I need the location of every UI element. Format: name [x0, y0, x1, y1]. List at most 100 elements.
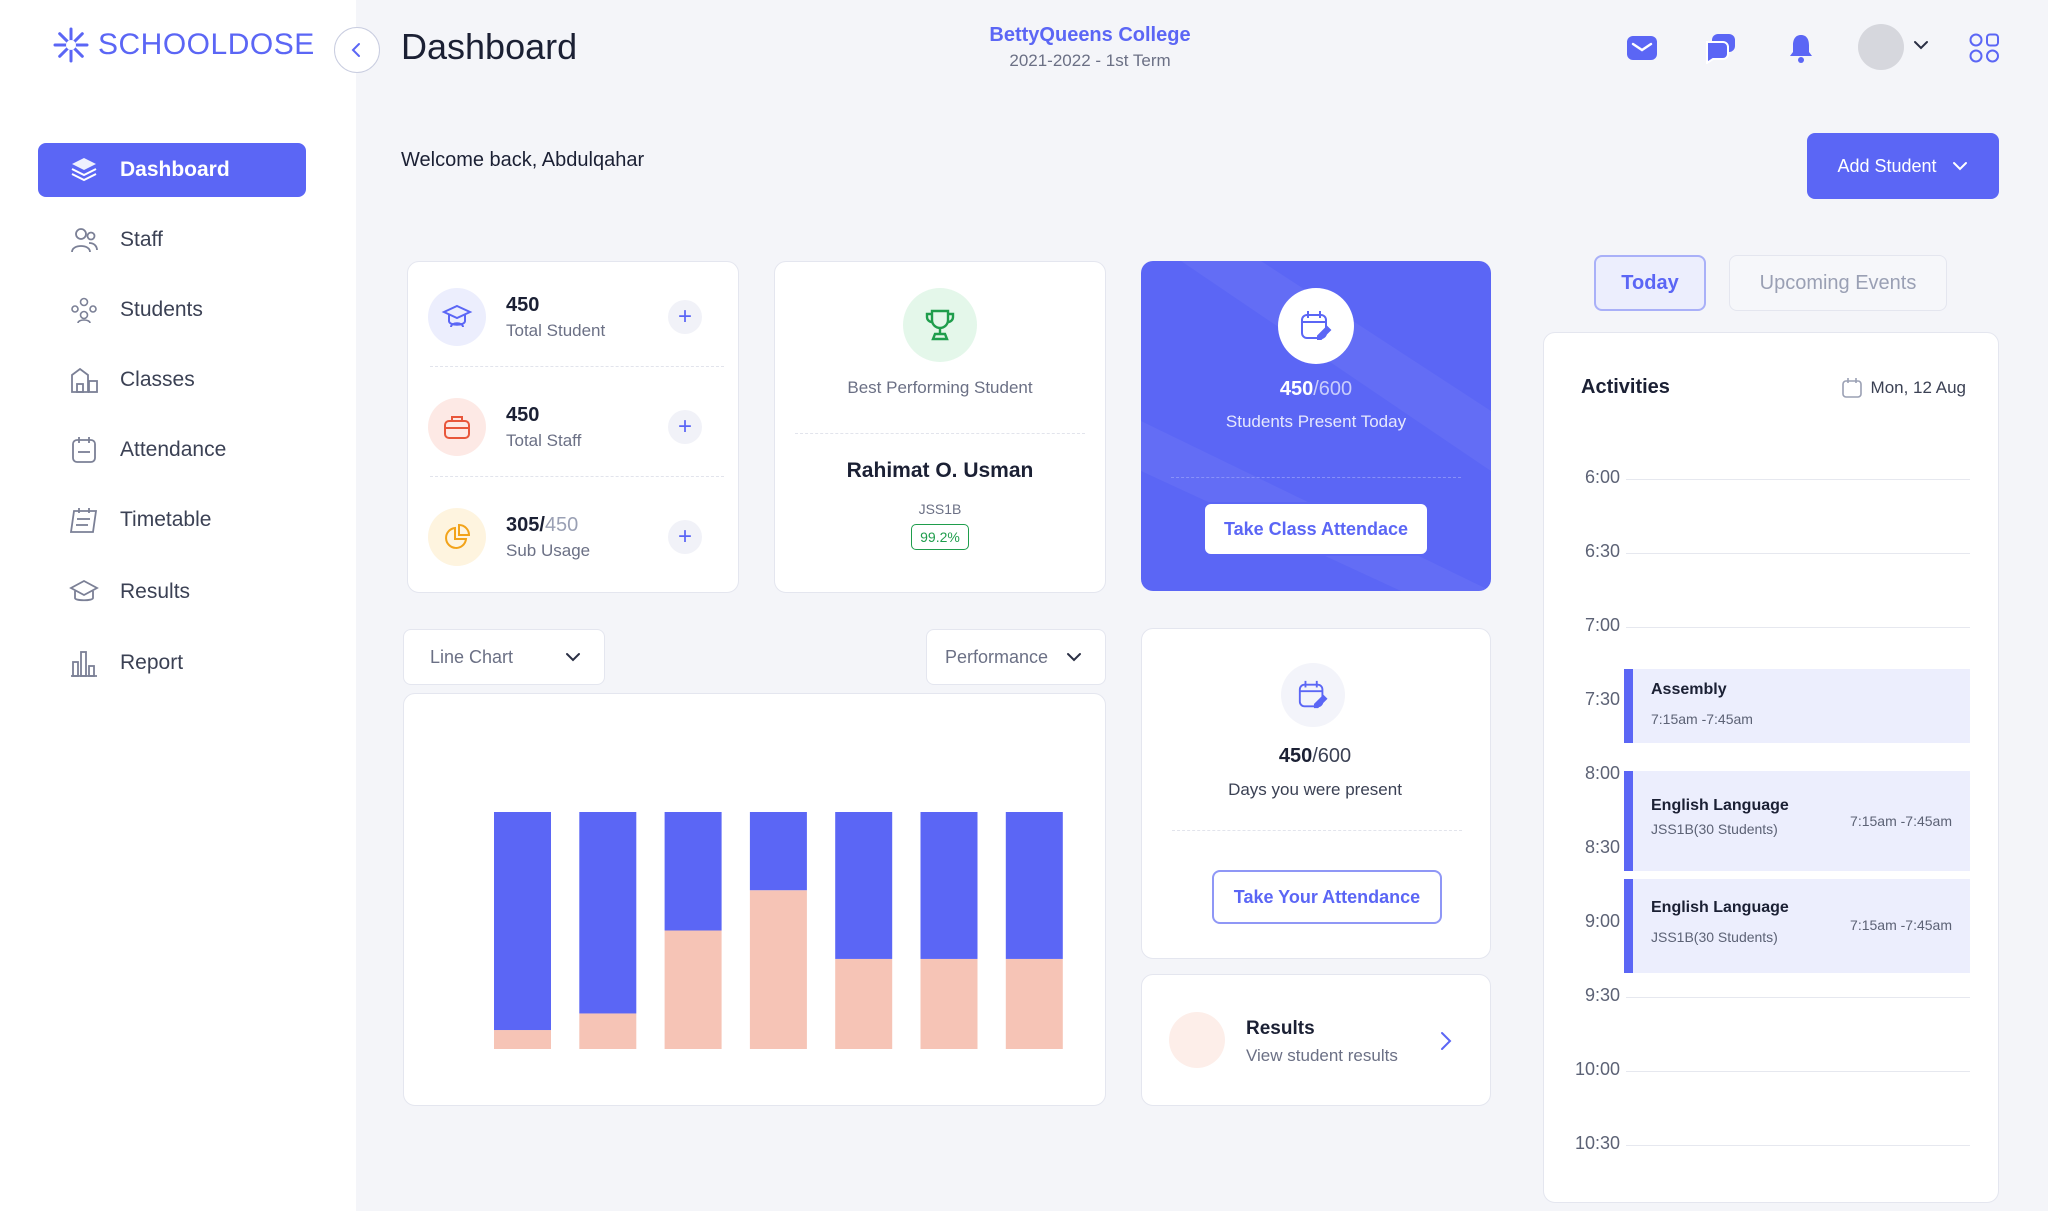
metric-select[interactable]: Performance [926, 629, 1106, 685]
chevron-down-icon [1067, 653, 1081, 662]
stat-total-staff: 450 Total Staff + [428, 382, 718, 472]
add-staff-plus-button[interactable]: + [668, 410, 702, 444]
bar-segment-6-upper[interactable] [920, 812, 978, 959]
bar-segment-7-upper[interactable] [1005, 812, 1063, 959]
pie-icon [428, 508, 486, 566]
chart-type-select[interactable]: Line Chart [403, 629, 605, 685]
sidebar-item-label: Attendance [120, 438, 227, 461]
stat-label: Total Staff [506, 430, 582, 450]
my-attendance-card: 450/600 Days you were present Take Your … [1141, 628, 1491, 959]
stat-total-student: 450 Total Student + [428, 272, 718, 362]
add-student-button[interactable]: Add Student [1807, 133, 1999, 199]
stat-value: 305/450 [506, 514, 590, 537]
time-label: 10:30 [1574, 1133, 1620, 1153]
chevron-right-icon[interactable] [1436, 1030, 1456, 1052]
bar-segment-2-upper[interactable] [579, 812, 637, 1014]
sidebar-item-staff[interactable]: Staff [38, 213, 306, 267]
sidebar-item-students[interactable]: Students [38, 283, 306, 337]
take-class-attendance-button[interactable]: Take Class Attendace [1203, 502, 1429, 556]
stat-value: 450 [506, 403, 540, 426]
bar-segment-4-lower[interactable] [749, 890, 807, 1049]
best-student-card[interactable]: Best Performing Student Rahimat O. Usman… [774, 261, 1106, 593]
event-time: 7:15am -7:45am [1651, 711, 1753, 727]
event-english-language[interactable]: English Language JSS1B(30 Students) 7:15… [1624, 771, 1970, 871]
sidebar-item-attendance[interactable]: Attendance [38, 423, 306, 477]
time-gridline [1626, 1145, 1970, 1146]
bar-segment-6-lower[interactable] [920, 958, 978, 1049]
add-student-plus-button[interactable]: + [668, 300, 702, 334]
date-value: Mon, 12 Aug [1870, 378, 1966, 397]
class-attendance-card: 450/600 Students Present Today Take Clas… [1141, 261, 1491, 591]
present-value: 450 [1278, 745, 1313, 767]
brand-logo[interactable]: SCHOOLDOSE [52, 26, 315, 64]
bar-segment-1-lower[interactable] [494, 1030, 551, 1049]
sidebar-item-label: Students [120, 298, 203, 321]
event-assembly[interactable]: Assembly 7:15am -7:45am [1624, 669, 1970, 743]
students-present-count: 450/600 [1141, 378, 1491, 401]
classes-icon [68, 364, 100, 396]
performance-bar-chart [494, 812, 1063, 1050]
bar-segment-7-lower[interactable] [1005, 958, 1063, 1049]
sidebar-item-report[interactable]: Report [38, 636, 306, 690]
score-badge: 99.2% [911, 524, 969, 550]
timetable-icon [68, 504, 100, 536]
days-present-label: Days you were present [1228, 780, 1402, 799]
tab-today[interactable]: Today [1594, 255, 1706, 311]
add-sub-plus-button[interactable]: + [668, 520, 702, 554]
avatar[interactable] [1858, 24, 1904, 70]
time-label: 6:30 [1584, 541, 1620, 561]
students-present-label: Students Present Today [1225, 412, 1407, 431]
chat-icon[interactable] [1702, 30, 1738, 66]
chevron-down-icon[interactable] [1912, 36, 1930, 59]
divider [430, 366, 724, 367]
school-term: 2021-2022 - 1st Term [1009, 51, 1171, 70]
bar-segment-1-upper[interactable] [494, 812, 551, 1031]
tab-upcoming-events[interactable]: Upcoming Events [1729, 255, 1947, 311]
event-english-language[interactable]: English Language JSS1B(30 Students) 7:15… [1624, 879, 1970, 973]
time-label: 7:00 [1584, 615, 1620, 635]
bar-segment-3-upper[interactable] [664, 812, 722, 931]
sidebar-item-results[interactable]: Results [38, 565, 306, 619]
briefcase-icon [428, 398, 486, 456]
sidebar-item-label: Timetable [120, 508, 212, 531]
bar-segment-3-lower[interactable] [664, 930, 722, 1050]
time-label: 9:00 [1584, 911, 1620, 931]
time-label: 6:00 [1584, 467, 1620, 487]
divider [1171, 477, 1461, 478]
results-card[interactable]: Results View student results [1141, 974, 1491, 1106]
bar-segment-5-upper[interactable] [835, 812, 893, 959]
event-subtitle: JSS1B(30 Students) [1651, 821, 1778, 837]
event-title: English Language [1651, 899, 1789, 916]
bell-icon[interactable] [1783, 30, 1819, 66]
layers-icon [68, 154, 100, 186]
stat-value: 450 [506, 293, 540, 316]
sidebar-item-label: Dashboard [120, 158, 230, 181]
brand-name: SCHOOLDOSE [98, 28, 315, 61]
collapse-sidebar-button[interactable] [334, 27, 380, 73]
bar-segment-2-lower[interactable] [579, 1013, 637, 1049]
bar-segment-4-upper[interactable] [749, 812, 807, 891]
time-gridline [1626, 479, 1970, 480]
sidebar-item-timetable[interactable]: Timetable [38, 493, 306, 547]
divider [430, 476, 724, 477]
sidebar-item-dashboard[interactable]: Dashboard [38, 143, 306, 197]
sidebar-item-classes[interactable]: Classes [38, 353, 306, 407]
time-gridline [1626, 1071, 1970, 1072]
mail-icon[interactable] [1624, 30, 1660, 66]
time-label: 8:30 [1584, 837, 1620, 857]
best-student-name: Rahimat O. Usman [846, 459, 1034, 482]
event-title: Assembly [1651, 681, 1727, 698]
activities-date[interactable]: Mon, 12 Aug [1841, 377, 1966, 399]
bar-segment-5-lower[interactable] [835, 958, 893, 1049]
event-title: English Language [1651, 797, 1789, 814]
event-time: 7:15am -7:45am [1850, 917, 1952, 933]
chevron-left-icon [351, 43, 360, 57]
stat-sub-usage: 305/450 Sub Usage + [428, 492, 718, 582]
welcome-message: Welcome back, Abdulqahar [401, 149, 645, 171]
sub-usage-total: 450 [544, 513, 579, 536]
take-your-attendance-button[interactable]: Take Your Attendance [1212, 870, 1442, 924]
present-total: /600 [1312, 745, 1352, 767]
calendar-edit-icon [1278, 288, 1354, 364]
event-time: 7:15am -7:45am [1850, 813, 1952, 829]
apps-grid-icon[interactable] [1966, 30, 2002, 66]
